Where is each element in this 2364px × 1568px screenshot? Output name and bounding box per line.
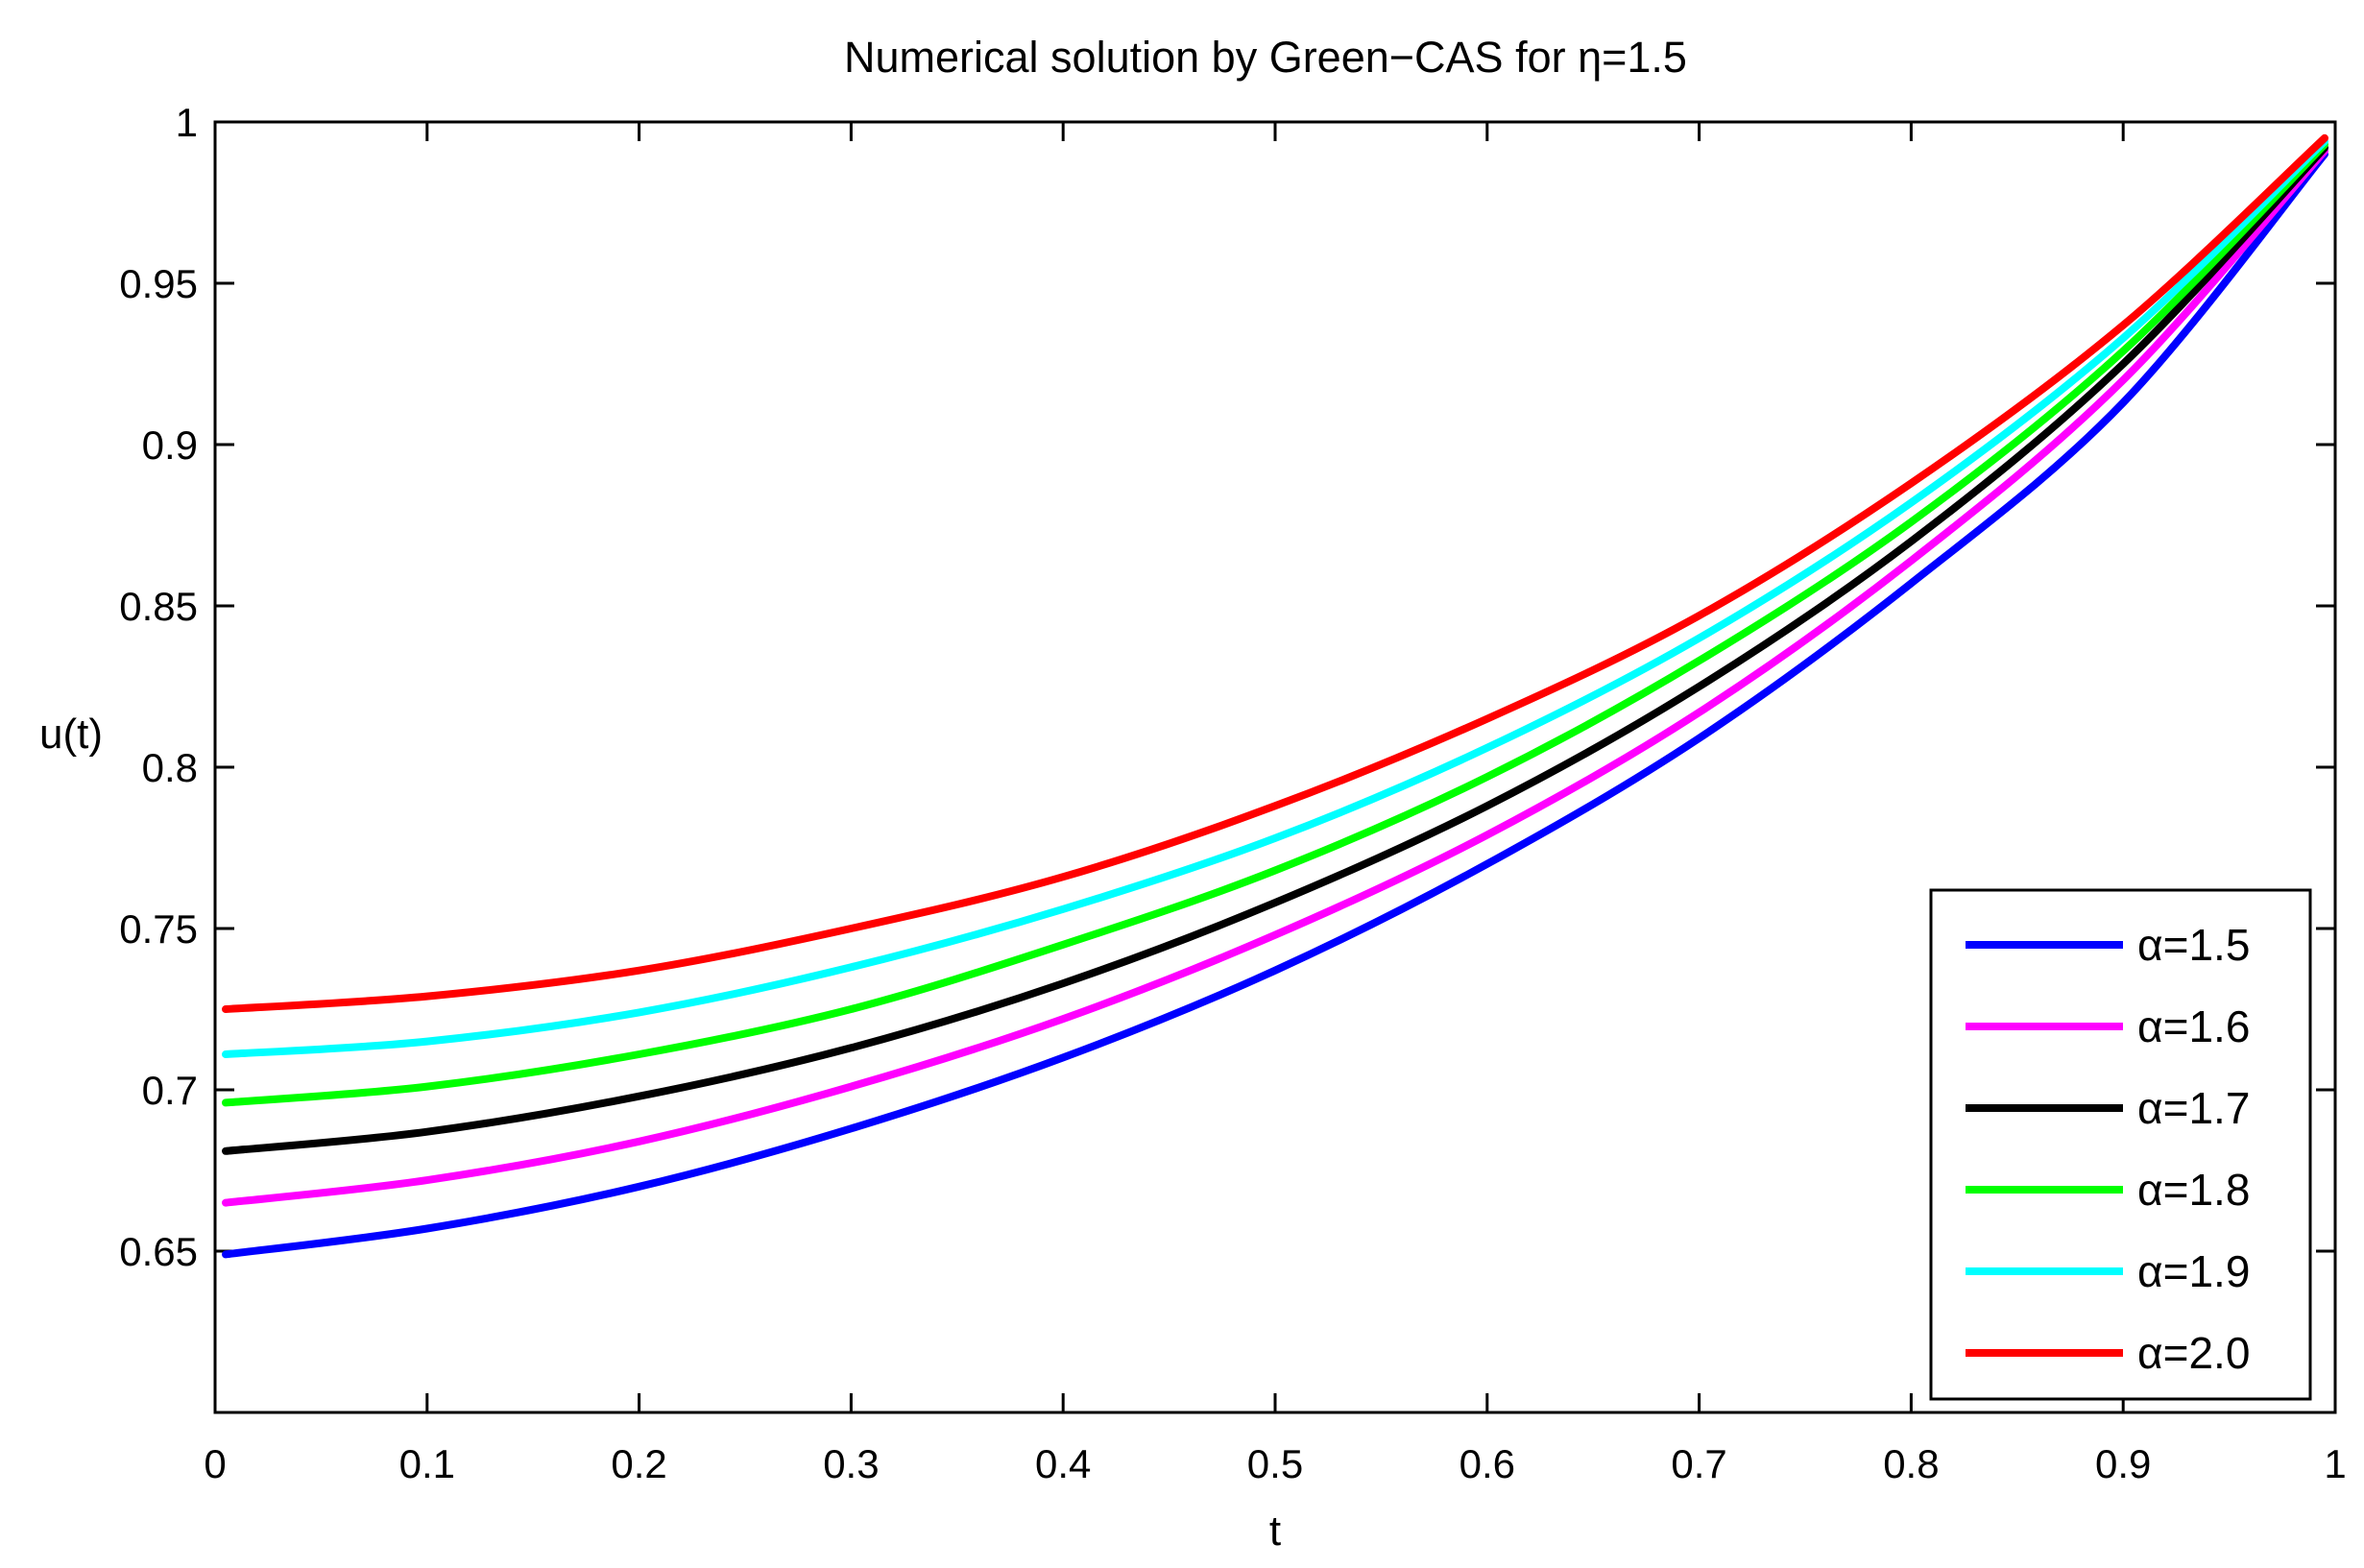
y-tick-label: 0.75 [119, 906, 198, 952]
series-lines [222, 133, 2328, 1259]
legend-label: α=1.6 [2137, 1001, 2250, 1051]
x-axis: 0 0.1 0.2 0.3 0.4 0.5 0.6 0.7 0.8 0.9 1 [204, 122, 2347, 1486]
y-axis: 0.65 0.7 0.75 0.8 0.85 0.9 0.95 1 [119, 100, 2335, 1274]
y-tick-label: 0.95 [119, 261, 198, 306]
legend: α=1.5 α=1.6 α=1.7 α=1.8 α=1.9 α=2.0 [1929, 888, 2312, 1401]
x-tick-label: 0.2 [611, 1441, 666, 1486]
legend-label: α=1.8 [2137, 1165, 2250, 1215]
y-tick-label: 0.7 [142, 1068, 198, 1113]
y-tick-label: 0.65 [119, 1229, 198, 1274]
x-tick-label: 0.3 [823, 1441, 879, 1486]
y-tick-label: 0.8 [142, 745, 198, 790]
chart-title: Numerical solution by Green−CAS for η=1.… [844, 33, 1687, 82]
x-tick-label: 0 [204, 1441, 226, 1486]
y-tick-label: 1 [176, 100, 198, 145]
legend-label: α=1.7 [2137, 1083, 2250, 1133]
x-tick-label: 0.5 [1247, 1441, 1303, 1486]
x-tick-label: 0.9 [2095, 1441, 2151, 1486]
x-axis-title: t [1269, 1508, 1281, 1555]
y-tick-label: 0.85 [119, 584, 198, 629]
legend-label: α=1.9 [2137, 1246, 2250, 1296]
x-tick-label: 0.8 [1883, 1441, 1939, 1486]
legend-box [1929, 888, 2312, 1401]
x-tick-label: 1 [2324, 1441, 2346, 1486]
series-line-3 [222, 143, 2328, 1155]
series-line-2 [222, 147, 2328, 1207]
y-axis-title: u(t) [39, 711, 103, 758]
legend-label: α=1.5 [2137, 920, 2250, 970]
series-line-5 [222, 137, 2328, 1058]
x-tick-label: 0.7 [1671, 1441, 1726, 1486]
legend-label: α=2.0 [2137, 1328, 2250, 1378]
y-tick-label: 0.9 [142, 422, 198, 468]
series-line-4 [222, 140, 2328, 1107]
x-tick-label: 0.1 [399, 1441, 455, 1486]
x-tick-label: 0.6 [1459, 1441, 1515, 1486]
series-line-1 [222, 150, 2328, 1259]
series-line-6 [222, 133, 2328, 1013]
x-tick-label: 0.4 [1035, 1441, 1091, 1486]
